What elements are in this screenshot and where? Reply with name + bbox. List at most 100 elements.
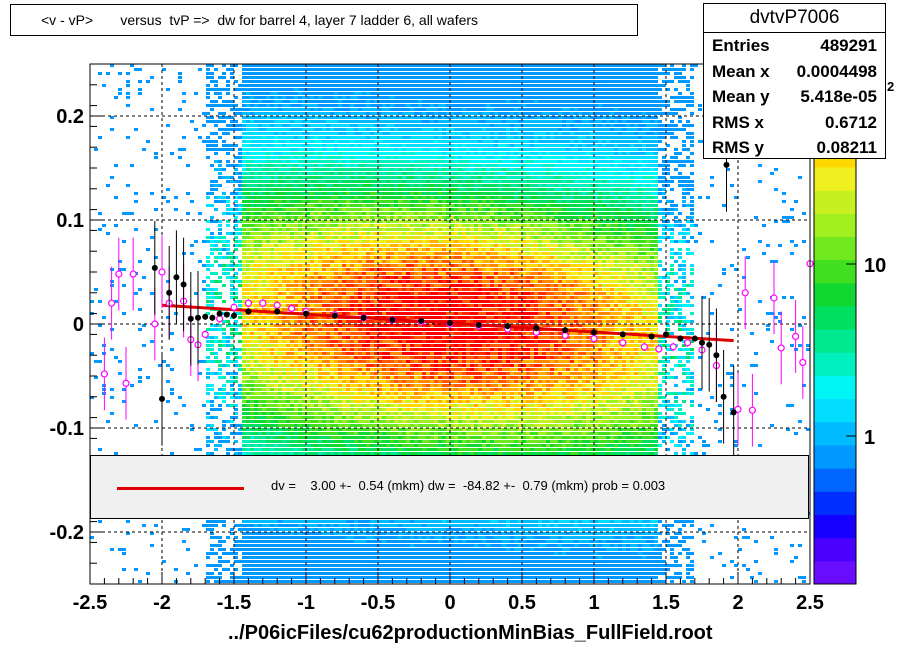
- heat-cell: [250, 312, 254, 315]
- heat-cell: [310, 376, 314, 379]
- heat-cell: [330, 328, 334, 331]
- heat-cell: [306, 204, 310, 207]
- heat-cell: [286, 396, 290, 399]
- heat-cell: [134, 68, 138, 71]
- heat-cell: [346, 168, 350, 171]
- heat-cell: [350, 380, 354, 383]
- heat-cell: [274, 452, 278, 455]
- heat-cell: [330, 540, 334, 543]
- heat-cell: [290, 112, 294, 115]
- heat-cell: [302, 360, 306, 363]
- heat-cell: [266, 436, 270, 439]
- heat-cell: [258, 96, 262, 99]
- heat-cell: [338, 520, 342, 523]
- heat-cell: [318, 288, 322, 291]
- heat-cell: [234, 228, 238, 231]
- heat-cell: [346, 440, 350, 443]
- heat-cell: [266, 424, 270, 427]
- heat-cell: [342, 248, 346, 251]
- heat-cell: [350, 136, 354, 139]
- heat-cell: [266, 288, 270, 291]
- heat-cell: [262, 104, 266, 107]
- heat-cell: [266, 540, 270, 543]
- heat-cell: [330, 224, 334, 227]
- heat-cell: [298, 552, 302, 555]
- heat-cell: [342, 124, 346, 127]
- heat-cell: [334, 164, 338, 167]
- heat-cell: [330, 332, 334, 335]
- heat-cell: [330, 280, 334, 283]
- heat-cell: [302, 172, 306, 175]
- heat-cell: [230, 420, 234, 423]
- heat-cell: [322, 552, 326, 555]
- heat-cell: [366, 196, 370, 199]
- heat-cell: [222, 384, 226, 387]
- heat-cell: [286, 560, 290, 563]
- heat-cell: [258, 560, 262, 563]
- heat-cell: [318, 340, 322, 343]
- heat-cell: [270, 148, 274, 151]
- heat-cell: [258, 92, 262, 95]
- heat-cell: [254, 548, 258, 551]
- heat-cell: [222, 396, 226, 399]
- heat-cell: [178, 108, 182, 111]
- heat-cell: [106, 184, 110, 187]
- heat-cell: [270, 208, 274, 211]
- heat-cell: [334, 368, 338, 371]
- heat-cell: [218, 372, 222, 375]
- heat-cell: [330, 116, 334, 119]
- heat-cell: [286, 540, 290, 543]
- heat-cell: [266, 376, 270, 379]
- heat-cell: [278, 340, 282, 343]
- heat-cell: [350, 224, 354, 227]
- heat-cell: [334, 284, 338, 287]
- heat-cell: [318, 352, 322, 355]
- heat-cell: [298, 440, 302, 443]
- heat-cell: [278, 552, 282, 555]
- heat-cell: [350, 572, 354, 575]
- heat-cell: [338, 580, 342, 583]
- heat-cell: [242, 84, 246, 87]
- heat-cell: [362, 264, 366, 267]
- heat-cell: [266, 412, 270, 415]
- heat-cell: [338, 176, 342, 179]
- heat-cell: [350, 252, 354, 255]
- heat-cell: [306, 404, 310, 407]
- heat-cell: [314, 328, 318, 331]
- heat-cell: [294, 136, 298, 139]
- heat-cell: [322, 324, 326, 327]
- heat-cell: [282, 184, 286, 187]
- heat-cell: [326, 112, 330, 115]
- heat-cell: [286, 176, 290, 179]
- heat-cell: [298, 220, 302, 223]
- heat-cell: [314, 184, 318, 187]
- heat-cell: [226, 436, 230, 439]
- heat-cell: [358, 532, 362, 535]
- heat-cell: [254, 272, 258, 275]
- heat-cell: [234, 408, 238, 411]
- heat-cell: [298, 556, 302, 559]
- heat-cell: [314, 248, 318, 251]
- heat-cell: [346, 396, 350, 399]
- heat-cell: [278, 248, 282, 251]
- heat-cell: [206, 236, 210, 239]
- heat-cell: [270, 112, 274, 115]
- heat-cell: [310, 196, 314, 199]
- heat-cell: [134, 228, 138, 231]
- heat-cell: [222, 140, 226, 143]
- heat-cell: [358, 284, 362, 287]
- heat-cell: [330, 184, 334, 187]
- heat-cell: [242, 240, 246, 243]
- heat-cell: [262, 248, 266, 251]
- heat-cell: [302, 384, 306, 387]
- heat-cell: [362, 528, 366, 531]
- heat-cell: [270, 120, 274, 123]
- heat-cell: [294, 452, 298, 455]
- heat-cell: [218, 280, 222, 283]
- heat-cell: [358, 276, 362, 279]
- heat-cell: [278, 272, 282, 275]
- heat-cell: [358, 396, 362, 399]
- heat-cell: [110, 64, 114, 67]
- heat-cell: [294, 560, 298, 563]
- heat-cell: [298, 256, 302, 259]
